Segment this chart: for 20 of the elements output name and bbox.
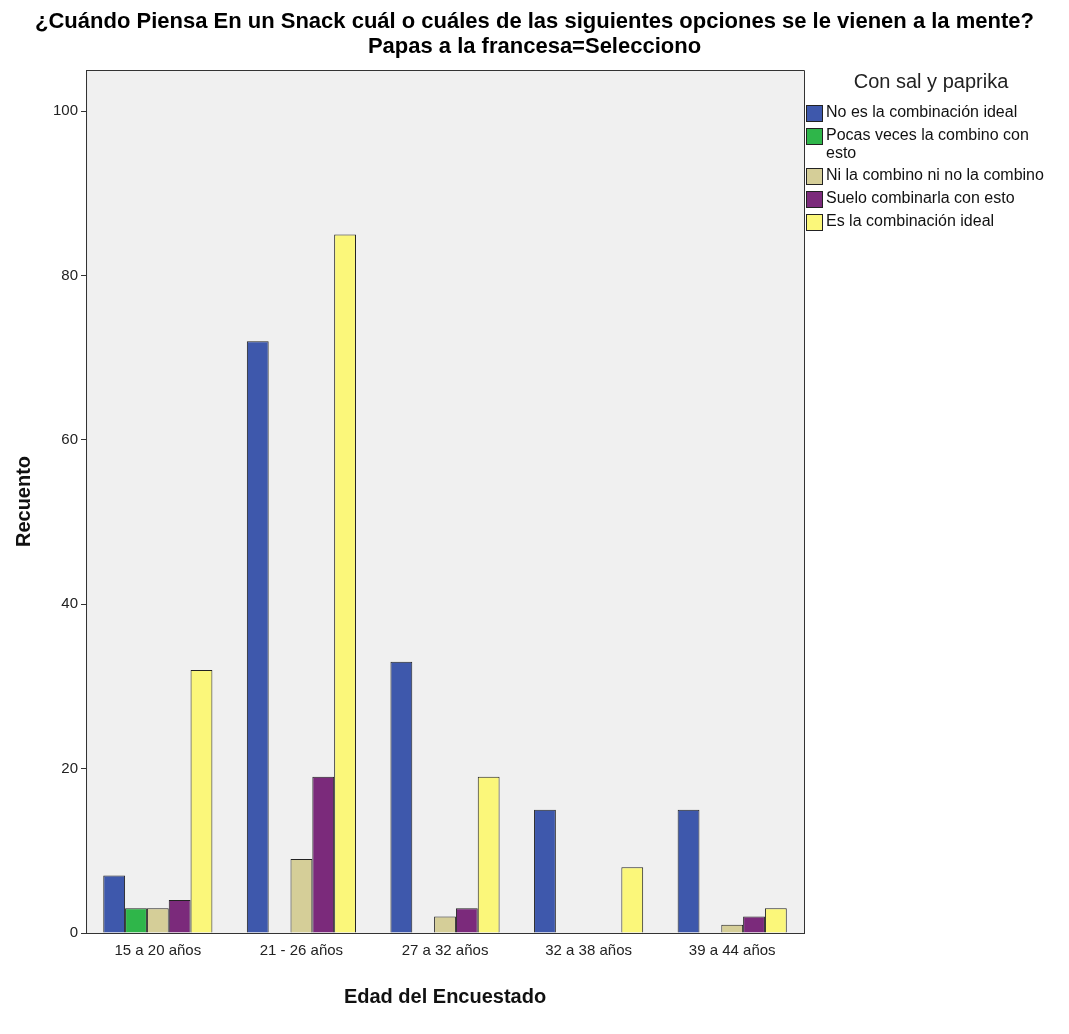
y-tick-label: 40 [61, 594, 79, 612]
x-tick-label: 15 a 20 años [114, 941, 202, 959]
y-tick-label: 100 [53, 101, 79, 119]
chart-title: ¿Cuándo Piensa En un Snack cuál o cuáles de las siguientes opciones se le vienen a la mente? Papas a la francesa=Selecciono [34, 8, 1035, 58]
x-axis-title: Edad del Encuestado [343, 984, 547, 1007]
legend-title: Con sal y paprika [852, 70, 1010, 93]
y-tick-label: 80 [61, 265, 79, 283]
legend-label: Pocas veces la combino con esto [826, 126, 1030, 162]
x-tick-label: 32 a 38 años [545, 941, 632, 959]
y-axis-title: Recuento [11, 455, 34, 548]
legend-label: Suelo combinarla con esto [826, 189, 1015, 207]
legend-label: Ni la combino ni no la combino [826, 166, 1044, 184]
x-tick-label: 39 a 44 años [688, 941, 776, 959]
y-tick-label: 60 [61, 430, 79, 447]
x-tick-label: 27 a 32 años [401, 941, 489, 959]
y-tick-label: 0 [69, 923, 79, 941]
x-tick-label: 21 - 26 años [259, 941, 344, 959]
legend-label: No es la combinación ideal [826, 103, 1018, 121]
y-tick-label: 20 [61, 758, 79, 776]
legend-label: Es la combinación ideal [826, 212, 995, 230]
